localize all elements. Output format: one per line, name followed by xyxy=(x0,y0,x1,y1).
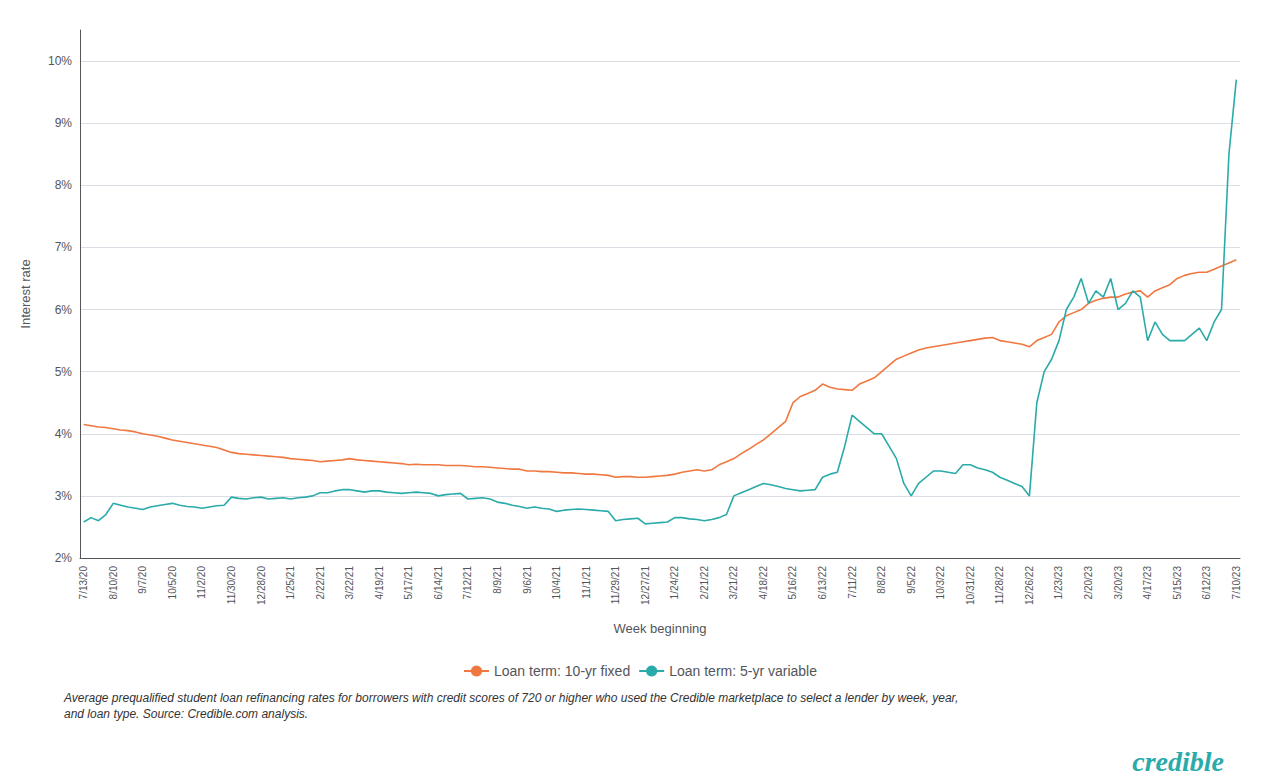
svg-text:8/9/21: 8/9/21 xyxy=(492,566,503,594)
svg-text:8/10/20: 8/10/20 xyxy=(108,566,119,600)
svg-text:9/5/22: 9/5/22 xyxy=(906,566,917,594)
svg-text:11/29/21: 11/29/21 xyxy=(610,566,621,605)
svg-text:6/14/21: 6/14/21 xyxy=(433,566,444,600)
svg-text:11/28/22: 11/28/22 xyxy=(994,566,1005,605)
svg-text:Interest rate: Interest rate xyxy=(18,259,33,328)
svg-text:12/26/22: 12/26/22 xyxy=(1024,566,1035,605)
svg-text:9/7/20: 9/7/20 xyxy=(137,566,148,594)
svg-text:8%: 8% xyxy=(55,178,73,192)
svg-text:credible: credible xyxy=(1132,746,1224,777)
svg-text:2/21/22: 2/21/22 xyxy=(699,566,710,600)
svg-text:11/1/21: 11/1/21 xyxy=(581,566,592,599)
svg-text:4/17/23: 4/17/23 xyxy=(1142,566,1153,600)
svg-text:9/6/21: 9/6/21 xyxy=(522,566,533,594)
svg-text:3/22/21: 3/22/21 xyxy=(344,566,355,600)
svg-text:10/3/22: 10/3/22 xyxy=(935,566,946,600)
svg-text:Average prequalified student l: Average prequalified student loan refina… xyxy=(63,691,958,705)
svg-text:10/4/21: 10/4/21 xyxy=(551,566,562,600)
svg-text:7/11/22: 7/11/22 xyxy=(847,566,858,599)
svg-text:11/2/20: 11/2/20 xyxy=(196,566,207,599)
svg-text:3/20/23: 3/20/23 xyxy=(1113,566,1124,600)
svg-text:7/13/20: 7/13/20 xyxy=(78,566,89,600)
svg-text:4/19/21: 4/19/21 xyxy=(374,566,385,600)
svg-text:2/20/23: 2/20/23 xyxy=(1083,566,1094,600)
svg-text:Loan term: 5-yr variable: Loan term: 5-yr variable xyxy=(669,663,817,679)
svg-text:Loan term: 10-yr fixed: Loan term: 10-yr fixed xyxy=(494,663,630,679)
svg-text:12/28/20: 12/28/20 xyxy=(256,566,267,605)
svg-text:11/30/20: 11/30/20 xyxy=(226,566,237,605)
svg-text:1/24/22: 1/24/22 xyxy=(669,566,680,600)
svg-text:7%: 7% xyxy=(55,240,73,254)
svg-text:12/27/21: 12/27/21 xyxy=(640,566,651,605)
svg-text:5/15/23: 5/15/23 xyxy=(1172,566,1183,600)
svg-text:6/12/23: 6/12/23 xyxy=(1201,566,1212,600)
svg-text:5/16/22: 5/16/22 xyxy=(787,566,798,600)
svg-text:6/13/22: 6/13/22 xyxy=(817,566,828,600)
svg-text:10/5/20: 10/5/20 xyxy=(167,566,178,600)
svg-text:5/17/21: 5/17/21 xyxy=(403,566,414,600)
svg-text:and loan type. Source: Credibl: and loan type. Source: Credible.com anal… xyxy=(64,707,308,721)
svg-text:7/12/21: 7/12/21 xyxy=(462,566,473,600)
svg-text:4%: 4% xyxy=(55,427,73,441)
svg-text:9%: 9% xyxy=(55,116,73,130)
svg-text:7/10/23: 7/10/23 xyxy=(1231,566,1242,600)
svg-text:1/23/23: 1/23/23 xyxy=(1053,566,1064,600)
svg-text:10/31/22: 10/31/22 xyxy=(965,566,976,605)
svg-text:2/22/21: 2/22/21 xyxy=(315,566,326,600)
svg-text:Week beginning: Week beginning xyxy=(614,621,707,636)
svg-text:3%: 3% xyxy=(55,489,73,503)
svg-text:4/18/22: 4/18/22 xyxy=(758,566,769,600)
svg-text:6%: 6% xyxy=(55,303,73,317)
svg-text:2%: 2% xyxy=(55,551,73,565)
svg-text:10%: 10% xyxy=(48,54,72,68)
svg-text:5%: 5% xyxy=(55,365,73,379)
svg-text:3/21/22: 3/21/22 xyxy=(728,566,739,600)
svg-text:1/25/21: 1/25/21 xyxy=(285,566,296,600)
svg-text:8/8/22: 8/8/22 xyxy=(876,566,887,594)
